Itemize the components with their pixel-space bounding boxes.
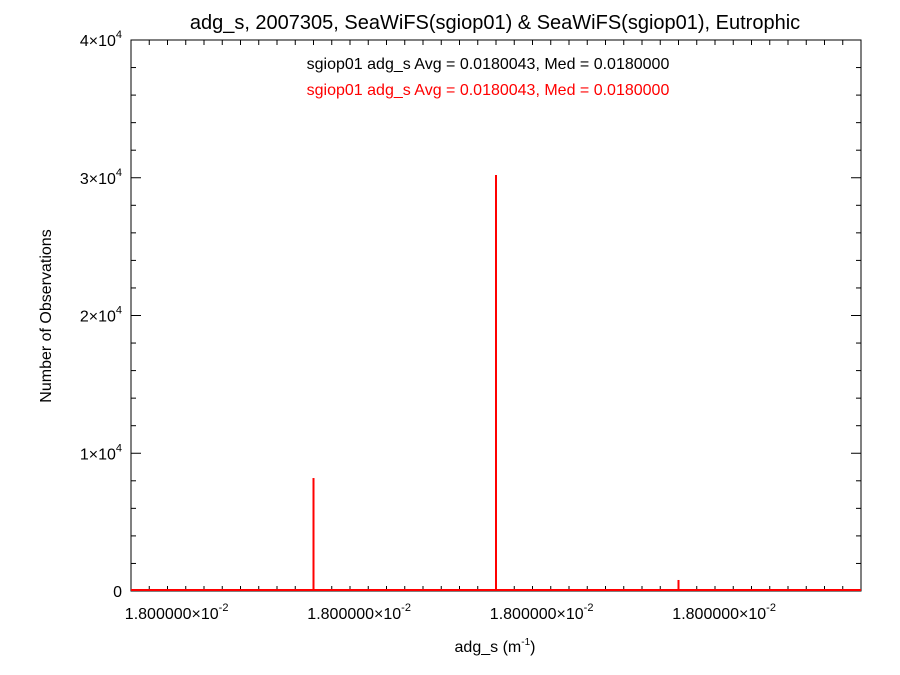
- x-tick-label: 1.800000×10-2: [307, 602, 411, 623]
- x-tick-label-mantissa: 1.800000×10: [125, 606, 219, 623]
- legend-entry-black: sgiop01 adg_s Avg = 0.0180043, Med = 0.0…: [307, 56, 670, 73]
- y-tick-label-mantissa: 3×10: [80, 171, 116, 188]
- x-tick-label: 1.800000×10-2: [672, 602, 776, 623]
- x-axis-label: adg_s (m-1): [455, 637, 536, 656]
- y-tick-label-mantissa: 4×10: [80, 33, 116, 50]
- x-tick-label-mantissa: 1.800000×10: [307, 606, 401, 623]
- y-tick-label-exponent: 4: [116, 442, 122, 454]
- y-tick-label: 2×104: [80, 305, 122, 326]
- x-axis-ticks: 1.800000×10-2 1.800000×10-2 1.800000×10-2 1…: [125, 40, 862, 623]
- y-axis-label: Number of Observations: [38, 229, 55, 402]
- chart-title: adg_s, 2007305, SeaWiFS(sgiop01) & SeaWi…: [190, 12, 800, 34]
- x-axis-label-close: ): [530, 639, 535, 656]
- y-tick-label: 4×104: [80, 29, 122, 50]
- y-tick-label-exponent: 4: [116, 305, 122, 317]
- x-tick-label-exponent: -2: [766, 602, 776, 614]
- x-tick-label-mantissa: 1.800000×10: [490, 606, 584, 623]
- y-tick-label: 3×104: [80, 167, 122, 188]
- y-tick-label: 1×104: [80, 442, 122, 463]
- legend: sgiop01 adg_s Avg = 0.0180043, Med = 0.0…: [307, 56, 670, 99]
- histogram-series: [131, 174, 861, 591]
- x-axis-label-base: adg_s (m: [455, 639, 522, 656]
- y-tick-label-mantissa: 0: [113, 584, 122, 601]
- x-tick-label-exponent: -2: [584, 602, 594, 614]
- y-tick-label-mantissa: 1×10: [80, 446, 116, 463]
- x-tick-label: 1.800000×10-2: [125, 602, 229, 623]
- y-tick-label-exponent: 4: [116, 29, 122, 41]
- x-tick-label-mantissa: 1.800000×10: [672, 606, 766, 623]
- y-tick-label-exponent: 4: [116, 167, 122, 179]
- x-tick-label-exponent: -2: [219, 602, 229, 614]
- y-tick-label-mantissa: 2×10: [80, 309, 116, 326]
- x-tick-label-exponent: -2: [401, 602, 411, 614]
- legend-entry-red: sgiop01 adg_s Avg = 0.0180043, Med = 0.0…: [307, 82, 670, 99]
- y-tick-label: 0: [113, 584, 122, 601]
- x-axis-label-exponent: -1: [521, 637, 530, 648]
- x-tick-label: 1.800000×10-2: [490, 602, 594, 623]
